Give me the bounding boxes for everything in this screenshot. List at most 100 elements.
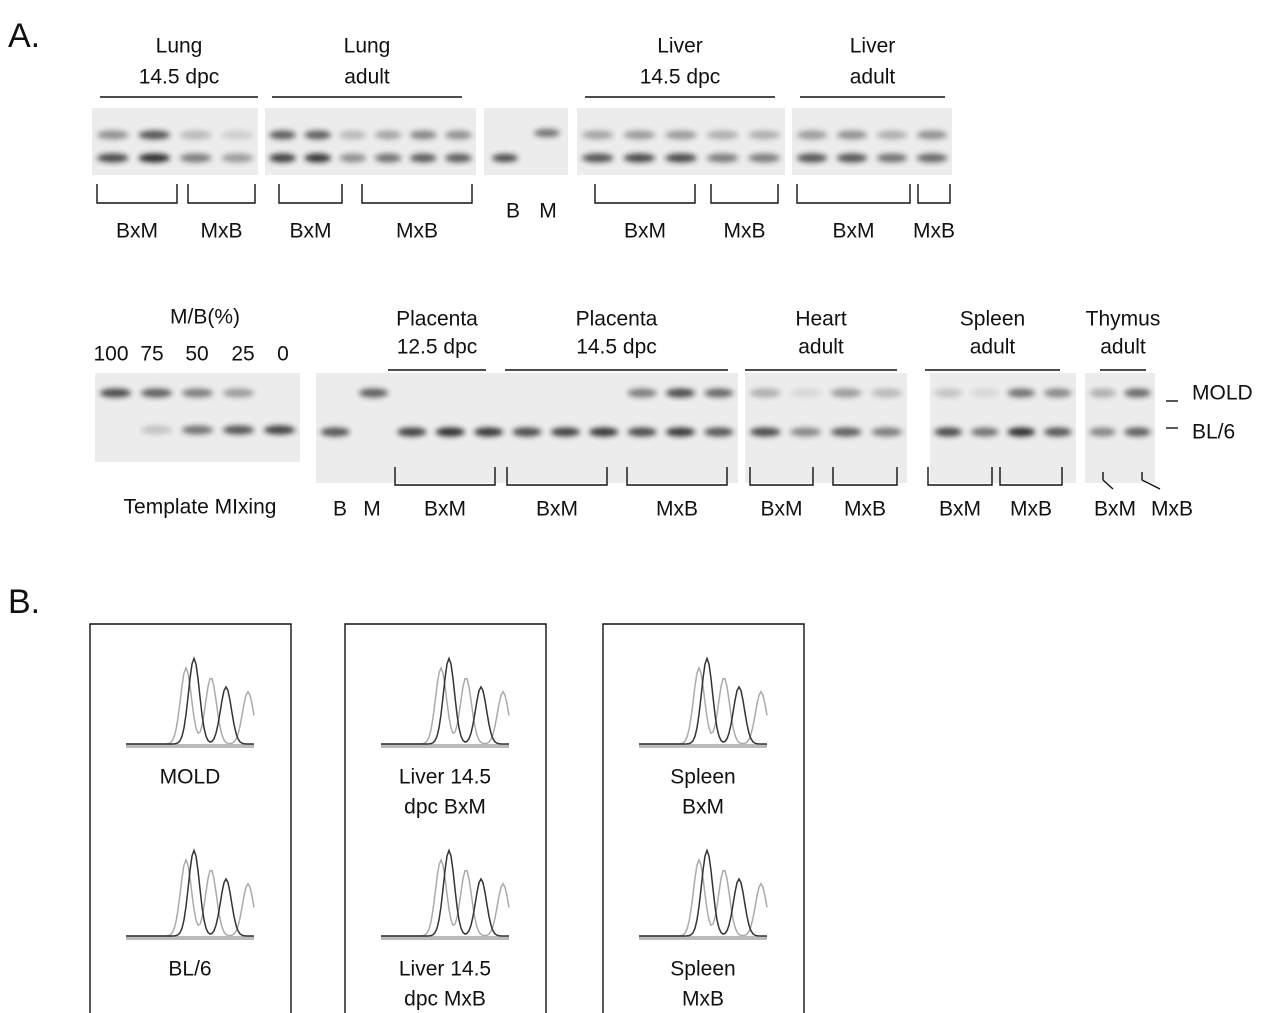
band (340, 154, 367, 163)
sample-title: adult (344, 66, 390, 89)
band (436, 428, 465, 437)
trace (639, 851, 767, 937)
bracket (918, 184, 950, 203)
gel (265, 108, 476, 175)
sample-title: Spleen (960, 308, 1025, 331)
band (223, 426, 254, 435)
cross-label: BxM (536, 498, 578, 521)
band (748, 131, 780, 140)
band (269, 154, 296, 163)
bracket (711, 184, 778, 203)
band (871, 389, 902, 398)
gel (792, 108, 952, 175)
gel (484, 108, 568, 175)
bracket (797, 184, 910, 203)
sample-title: Lung (156, 35, 203, 58)
sample-title: adult (798, 336, 844, 359)
gel (92, 108, 258, 175)
percentage: 100 (93, 343, 128, 366)
band (397, 428, 426, 437)
percentage: 0 (277, 343, 289, 366)
percentage: 25 (231, 343, 254, 366)
band (797, 131, 827, 140)
mixing-title: M/B(%) (170, 306, 240, 329)
sample-title: 14.5 dpc (139, 66, 220, 89)
band (707, 131, 739, 140)
band (1124, 389, 1151, 398)
band (534, 129, 560, 137)
band (624, 154, 656, 163)
band (445, 131, 472, 140)
band (797, 154, 827, 163)
cross-label: MxB (396, 220, 438, 243)
band (1089, 389, 1116, 398)
trace-label: MOLD (160, 766, 221, 789)
panel-label: A. (8, 17, 40, 55)
cross-label: MxB (1151, 498, 1193, 521)
band (221, 131, 253, 140)
band (375, 154, 402, 163)
sample-title: adult (850, 66, 896, 89)
band (624, 131, 656, 140)
sample-title: Thymus (1086, 308, 1161, 331)
sample-title: Placenta (576, 308, 658, 331)
cross-label: BxM (761, 498, 803, 521)
cross-label: MxB (1010, 498, 1052, 521)
percentage: 75 (140, 343, 163, 366)
sample-title: Lung (344, 35, 391, 58)
trace (639, 659, 767, 745)
band (877, 154, 907, 163)
gel (95, 373, 300, 462)
sample-title: adult (970, 336, 1016, 359)
band (704, 428, 733, 437)
band (340, 131, 367, 140)
cross-label: MxB (724, 220, 766, 243)
figure: A. B. Lung14.5 dpcBxMMxBLungadultBxMMxBB… (0, 0, 1268, 1013)
band (182, 426, 213, 435)
bracket (97, 184, 177, 203)
band (837, 154, 867, 163)
band (934, 428, 962, 437)
box-frame (90, 624, 291, 1013)
trace (381, 659, 509, 745)
band (877, 131, 907, 140)
trace-label: Spleen (670, 766, 735, 789)
trace (126, 851, 254, 937)
cross-label: BxM (939, 498, 981, 521)
band (180, 154, 212, 163)
band (1007, 389, 1035, 398)
cross-label: MxB (656, 498, 698, 521)
band (359, 389, 388, 398)
band (589, 428, 618, 437)
sample-title: Placenta (396, 308, 478, 331)
trace-label: Liver 14.5 (399, 958, 491, 981)
bracket (595, 184, 695, 203)
band (790, 389, 821, 398)
band (264, 426, 295, 435)
band (492, 154, 518, 162)
band (934, 389, 962, 398)
band-label: MOLD (1192, 382, 1253, 405)
band (628, 428, 657, 437)
sample-title: Heart (795, 308, 847, 331)
band (321, 428, 350, 437)
band (750, 389, 781, 398)
trace-label: dpc MxB (404, 988, 486, 1011)
trace-label: Liver 14.5 (399, 766, 491, 789)
band (917, 131, 947, 140)
band (223, 389, 254, 398)
band (790, 428, 821, 437)
trace-label: BL/6 (168, 958, 211, 981)
cross-label: BxM (290, 220, 332, 243)
bracket (188, 184, 255, 203)
band (512, 428, 541, 437)
lane-label: M (539, 200, 557, 223)
bracket (362, 184, 472, 203)
sample-title: 14.5 dpc (576, 336, 657, 359)
band (474, 428, 503, 437)
mixing-caption: Template MIxing (124, 496, 277, 519)
trace-label: Spleen (670, 958, 735, 981)
trace-label: MxB (682, 988, 724, 1011)
band (221, 154, 253, 163)
band (445, 154, 472, 163)
